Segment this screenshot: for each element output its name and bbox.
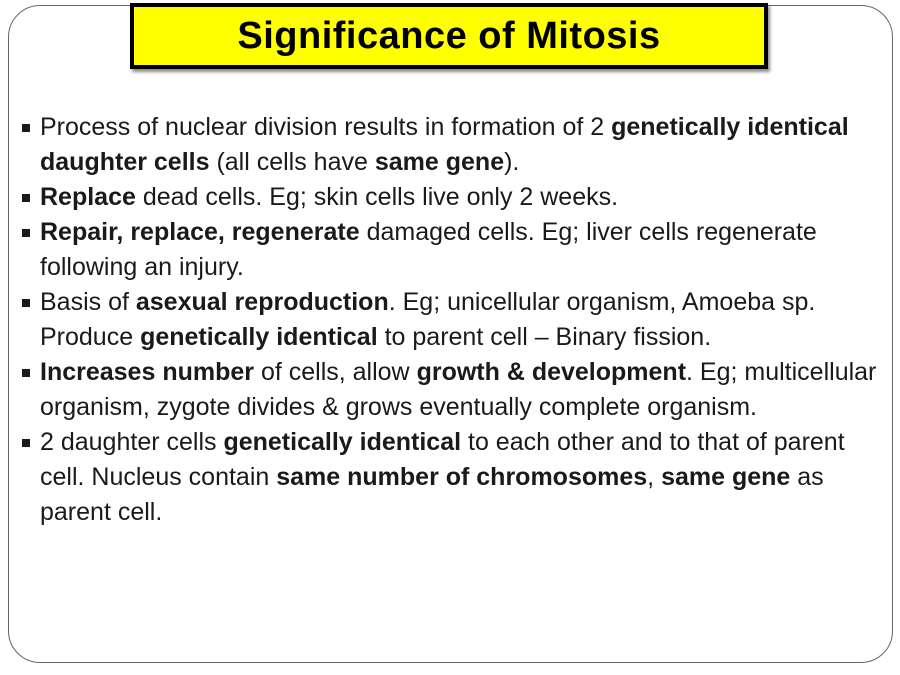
slide-title-box: Significance of Mitosis	[130, 3, 768, 69]
list-item: Basis of asexual reproduction. Eg; unice…	[22, 285, 878, 355]
bullet-text: 2 daughter cells	[40, 428, 224, 456]
bullet-text: damaged cells. Eg; liver cells regenerat…	[40, 218, 817, 281]
list-item: Process of nuclear division results in f…	[22, 110, 878, 180]
bullet-text: . Eg; multicellular organism, zygote div…	[40, 358, 877, 421]
bullet-square-icon	[22, 369, 30, 377]
bullet-text: Process of nuclear division results in f…	[40, 113, 612, 141]
bullet-square-icon	[22, 124, 30, 132]
list-item: 2 daughter cells genetically identical t…	[22, 425, 878, 530]
bullet-text-bold: Increases number	[40, 358, 254, 386]
bullet-text: as parent cell.	[40, 463, 824, 526]
bullet-text: of cells, allow	[254, 358, 417, 386]
bullet-text-bold: genetically identical	[140, 323, 378, 351]
bullet-text-bold: same number of chromosomes	[276, 463, 648, 491]
bullet-text: ,	[647, 463, 662, 491]
bullet-list: Process of nuclear division results in f…	[22, 110, 878, 530]
bullet-square-icon	[22, 229, 30, 237]
bullet-text: (all cells have	[209, 148, 375, 176]
bullet-text-bold: Replace	[40, 183, 136, 211]
bullet-square-icon	[22, 439, 30, 447]
bullet-text: to parent cell – Binary fission.	[377, 323, 712, 351]
bullet-text: ).	[504, 148, 520, 176]
bullet-text-bold: asexual reproduction	[135, 288, 389, 316]
bullet-text: Basis of	[40, 288, 136, 316]
bullet-text-bold: genetically identical daughter cells	[40, 113, 849, 176]
bullet-square-icon	[22, 299, 30, 307]
bullet-text: dead cells. Eg; skin cells live only 2 w…	[135, 183, 619, 211]
bullet-text-bold: growth & development	[416, 358, 687, 386]
page-title: Significance of Mitosis	[237, 14, 661, 57]
bullet-text: . Eg; unicellular organism, Amoeba sp. P…	[40, 288, 816, 351]
bullet-text-bold: same gene	[661, 463, 791, 491]
bullet-square-icon	[22, 194, 30, 202]
bullet-text-bold: Repair, replace, regenerate	[40, 218, 360, 246]
bullet-text-bold: genetically identical	[223, 428, 462, 456]
list-item: Repair, replace, regenerate damaged cell…	[22, 215, 878, 285]
list-item: Increases number of cells, allow growth …	[22, 355, 878, 425]
list-item: Replace dead cells. Eg; skin cells live …	[22, 180, 878, 215]
bullet-text: to each other and to that of parent cell…	[40, 428, 845, 491]
bullet-text-bold: same gene	[374, 148, 505, 176]
